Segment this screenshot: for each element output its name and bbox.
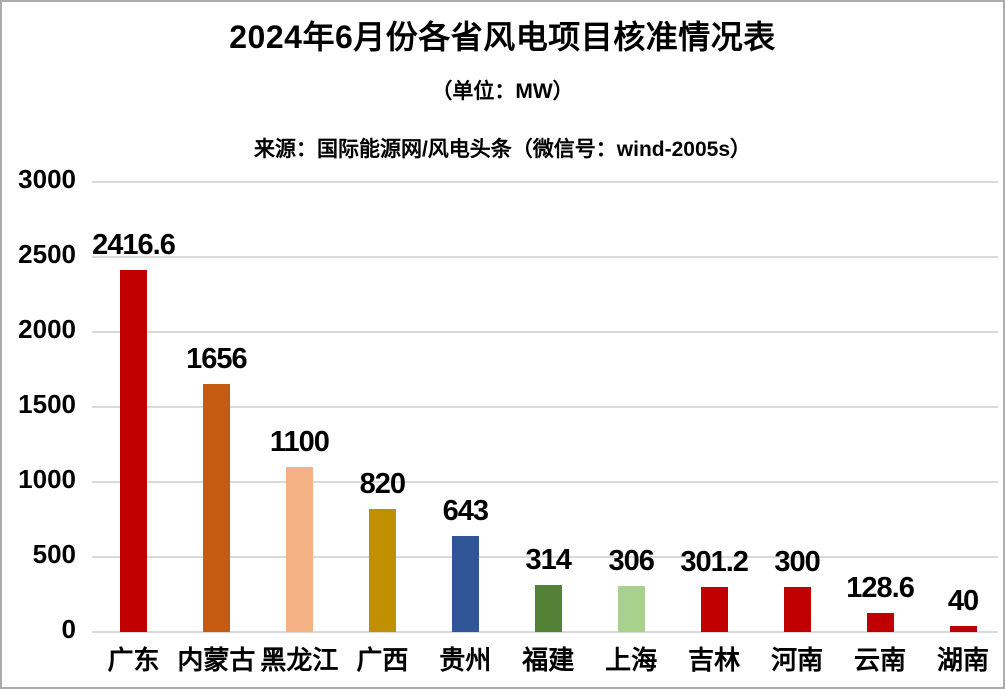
bar-value-label: 306 [608,545,654,578]
bar-value-label: 1100 [269,426,330,458]
bar-value-label: 643 [442,494,489,527]
y-axis-tick-label: 500 [32,539,76,569]
chart-unit-label: （单位：MW） [431,80,574,103]
bar-value-label: 2416.6 [92,228,176,261]
chart-title: 2024年6月份各省风电项目核准情况表 [229,19,776,55]
bar-value-label: 1656 [186,342,248,375]
bar-吉林 [700,586,728,632]
y-axis-tick-label: 2000 [18,314,76,344]
bar-黑龙江 [285,467,313,632]
gridline [92,331,998,333]
x-axis-label-广西: 广西 [356,645,409,675]
x-axis-label-黑龙江: 黑龙江 [260,645,339,675]
plot-area: 0 500 1000 1500 2000 2500 3000 2416.6 广东 1656 内蒙古 1… [2,166,1003,674]
gridline [92,256,998,258]
x-axis-label-贵州: 贵州 [439,645,492,675]
y-axis-tick-label: 0 [61,614,76,644]
bar-福建 [534,584,562,632]
x-axis-label-福建: 福建 [522,645,575,675]
bar-value-label: 301.2 [680,545,749,578]
y-axis-tick-label: 1500 [18,389,76,419]
x-axis-label-吉林: 吉林 [688,645,741,675]
gridline [92,631,998,633]
bar-value-label: 128.6 [846,571,915,604]
gridline [92,406,998,408]
y-axis-tick-label: 3000 [18,164,76,194]
bar-广东 [120,269,147,632]
chart-source-label: 来源：国际能源网/风电头条（微信号：wind-2005s） [253,138,752,161]
gridline [92,556,998,558]
gridline [92,481,998,483]
x-axis-label-河南: 河南 [771,645,824,675]
x-axis-label-云南: 云南 [854,645,907,675]
bar-贵州 [451,535,479,632]
bar-内蒙古 [202,383,230,632]
bar-value-label: 300 [774,546,820,578]
bar-云南 [866,612,894,632]
x-axis-label-上海: 上海 [605,645,658,675]
gridline [92,181,998,183]
y-axis-tick-label: 2500 [18,239,76,269]
x-axis-label-内蒙古: 内蒙古 [177,645,256,675]
bar-上海 [617,586,645,632]
bar-value-label: 820 [359,468,406,500]
bar-湖南 [949,626,977,632]
y-axis-tick-label: 1000 [18,464,76,494]
bar-value-label: 40 [947,585,979,617]
x-axis-label-广东: 广东 [107,645,160,675]
bar-广西 [368,509,396,632]
bar-河南 [783,587,811,632]
x-axis-label-湖南: 湖南 [936,645,989,675]
bar-value-label: 314 [525,543,572,576]
